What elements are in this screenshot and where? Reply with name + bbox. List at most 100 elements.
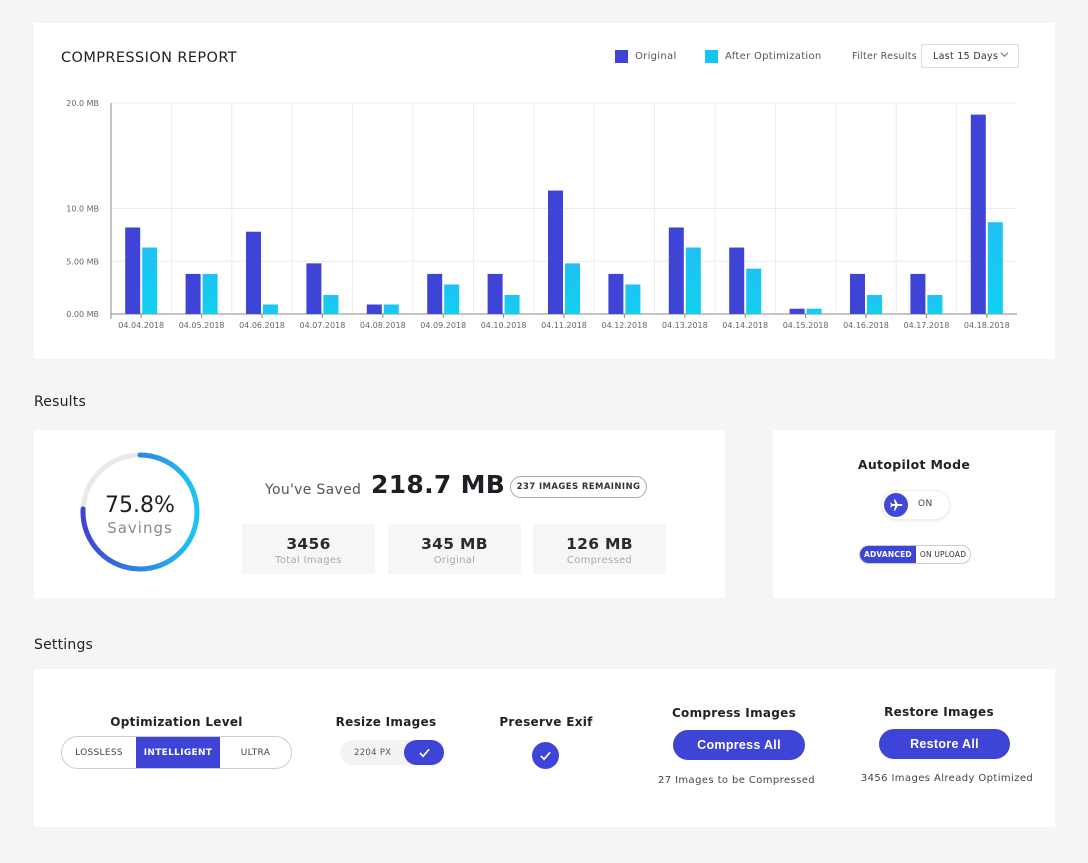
stat-label: Original	[433, 555, 476, 566]
level-ultra[interactable]: ULTRA	[240, 747, 271, 758]
y-tick-label: 0.00 MB	[66, 310, 99, 319]
compression-report-card: 0.00 MB 5.00 MB 10.0 MB 20.0 MB 04.04.2018 04…	[34, 23, 1055, 359]
stat-label: Total Images	[275, 555, 342, 566]
bar-original	[427, 273, 443, 314]
bar-original	[850, 273, 865, 314]
settings-heading: Settings	[34, 637, 94, 653]
x-tick-label: 04.18.2018	[964, 321, 1010, 330]
stat-value: 345 MB	[421, 535, 488, 553]
compress-images-label: Compress Images	[671, 706, 797, 720]
bar-after-optimization	[202, 273, 218, 314]
level-lossless[interactable]: LOSSLESS	[75, 747, 123, 758]
x-tick-label: 04.09.2018	[420, 321, 466, 330]
images-remaining-badge: 237 IMAGES REMAINING	[510, 476, 647, 498]
toggle-state: ON	[918, 499, 933, 509]
bar-after-optimization	[746, 268, 762, 314]
legend-label-after: After Optimization	[725, 51, 822, 62]
x-tick-label: 04.15.2018	[783, 321, 829, 330]
x-tick-label: 04.10.2018	[481, 321, 527, 330]
bar-after-optimization	[323, 295, 339, 314]
x-tick-label: 04.07.2018	[299, 321, 345, 330]
report-title: COMPRESSION REPORT	[61, 50, 238, 66]
savings-percent: 75.8%	[105, 493, 175, 518]
compress-all-button[interactable]: Compress All	[673, 730, 805, 760]
restore-all-button[interactable]: Restore All	[879, 729, 1010, 759]
optimization-level-selector: LOSSLESS INTELLIGENT ULTRA	[61, 736, 292, 769]
x-tick-label: 04.11.2018	[541, 321, 587, 330]
bar-after-optimization	[806, 308, 822, 314]
stat-original: 345 MB Original	[388, 524, 521, 574]
x-tick-label: 04.04.2018	[118, 321, 164, 330]
resize-images-label: Resize Images	[335, 715, 437, 729]
bar-original	[487, 273, 503, 314]
bar-chart: 0.00 MB 5.00 MB 10.0 MB 20.0 MB 04.04.2018 04…	[66, 99, 1017, 330]
x-tick-label: 04.13.2018	[662, 321, 708, 330]
settings-card: Optimization Level LOSSLESS INTELLIGENT …	[34, 669, 1055, 827]
bar-original	[125, 227, 141, 314]
autopilot-toggle[interactable]: ON	[882, 491, 949, 519]
savings-label: Savings	[107, 519, 173, 537]
x-tick-label: 04.08.2018	[360, 321, 406, 330]
legend-swatch-original	[615, 50, 628, 63]
legend-original: Original	[615, 50, 677, 63]
mode-advanced[interactable]: ADVANCED	[860, 546, 916, 563]
y-tick-label: 5.00 MB	[66, 257, 99, 266]
autopilot-mode-switch: ADVANCED ON UPLOAD	[859, 545, 972, 564]
x-tick-label: 04.17.2018	[903, 321, 949, 330]
filter-dropdown[interactable]: Last 15 Days	[921, 44, 1019, 68]
legend-label-original: Original	[635, 51, 677, 62]
bar-original	[668, 227, 684, 314]
x-tick-label: 04.06.2018	[239, 321, 285, 330]
savings-ring	[80, 452, 200, 572]
restore-note: 3456 Images Already Optimized	[860, 773, 1034, 784]
bar-after-optimization	[142, 247, 158, 314]
bar-after-optimization	[625, 284, 641, 314]
bar-after-optimization	[504, 295, 520, 314]
ring-progress	[80, 452, 200, 572]
bar-after-optimization	[565, 263, 580, 314]
checkmark-icon	[418, 748, 430, 758]
filter-label: Filter Results	[852, 51, 918, 62]
resize-confirm-button[interactable]	[404, 740, 444, 765]
filter-value: Last 15 Days	[933, 50, 999, 62]
bar-after-optimization	[685, 247, 701, 314]
bar-original	[185, 273, 201, 314]
bar-after-optimization	[383, 304, 399, 314]
stat-total-images: 3456 Total Images	[242, 524, 375, 574]
resize-width-field[interactable]: 2204 PX	[340, 740, 444, 765]
stat-label: Compressed	[566, 555, 633, 566]
bar-after-optimization	[444, 284, 460, 314]
saved-value: 218.7 MB	[371, 470, 506, 499]
bar-original	[910, 273, 926, 314]
chevron-down-icon	[1000, 52, 1009, 58]
bar-after-optimization	[263, 304, 278, 314]
bar-after-optimization	[867, 295, 882, 314]
x-tick-label: 04.14.2018	[722, 321, 768, 330]
preserve-exif-label: Preserve Exif	[499, 715, 593, 729]
y-tick-label: 20.0 MB	[66, 99, 99, 108]
bar-original	[970, 114, 986, 314]
mode-on-upload[interactable]: ON UPLOAD	[919, 550, 967, 559]
stat-compressed: 126 MB Compressed	[533, 524, 666, 574]
bar-original	[366, 304, 382, 314]
bar-original	[608, 273, 624, 314]
autopilot-card: Autopilot Mode ON ADVANCED ON UPLOAD	[773, 430, 1055, 598]
bar-original	[548, 190, 563, 314]
restore-images-label: Restore Images	[884, 705, 994, 719]
y-tick-label: 10.0 MB	[66, 205, 99, 214]
preserve-exif-checkbox[interactable]	[532, 742, 559, 769]
bar-after-optimization	[987, 222, 1003, 314]
x-tick-label: 04.16.2018	[843, 321, 889, 330]
saved-label: You've Saved	[265, 482, 362, 498]
legend-swatch-after	[705, 50, 718, 63]
compress-note: 27 Images to be Compressed	[657, 775, 816, 786]
bar-after-optimization	[927, 295, 943, 314]
bar-original	[306, 263, 322, 314]
x-tick-label: 04.05.2018	[179, 321, 225, 330]
resize-value: 2204 PX	[354, 748, 392, 758]
level-intelligent[interactable]: INTELLIGENT	[136, 737, 220, 768]
bar-original	[246, 231, 261, 314]
checkmark-icon	[540, 751, 551, 761]
legend-after-optimization: After Optimization	[705, 50, 822, 63]
optimization-level-label: Optimization Level	[110, 715, 243, 729]
